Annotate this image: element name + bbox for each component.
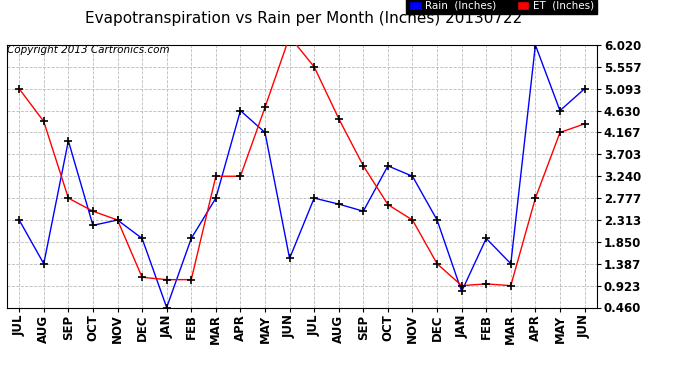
Text: Evapotranspiration vs Rain per Month (Inches) 20130722: Evapotranspiration vs Rain per Month (In…	[85, 11, 522, 26]
Legend: Rain  (Inches), ET  (Inches): Rain (Inches), ET (Inches)	[406, 0, 597, 14]
Text: Copyright 2013 Cartronics.com: Copyright 2013 Cartronics.com	[7, 45, 170, 55]
